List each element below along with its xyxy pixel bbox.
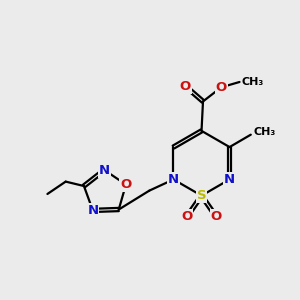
Text: O: O — [180, 80, 191, 93]
Text: O: O — [211, 210, 222, 223]
Text: O: O — [120, 178, 131, 191]
Text: O: O — [181, 210, 192, 223]
Text: N: N — [168, 173, 179, 186]
Text: N: N — [99, 164, 110, 176]
Text: N: N — [224, 173, 235, 186]
Text: CH₃: CH₃ — [242, 77, 264, 87]
Text: S: S — [197, 189, 206, 202]
Text: N: N — [87, 204, 98, 217]
Text: CH₃: CH₃ — [253, 127, 275, 137]
Text: O: O — [216, 81, 227, 94]
